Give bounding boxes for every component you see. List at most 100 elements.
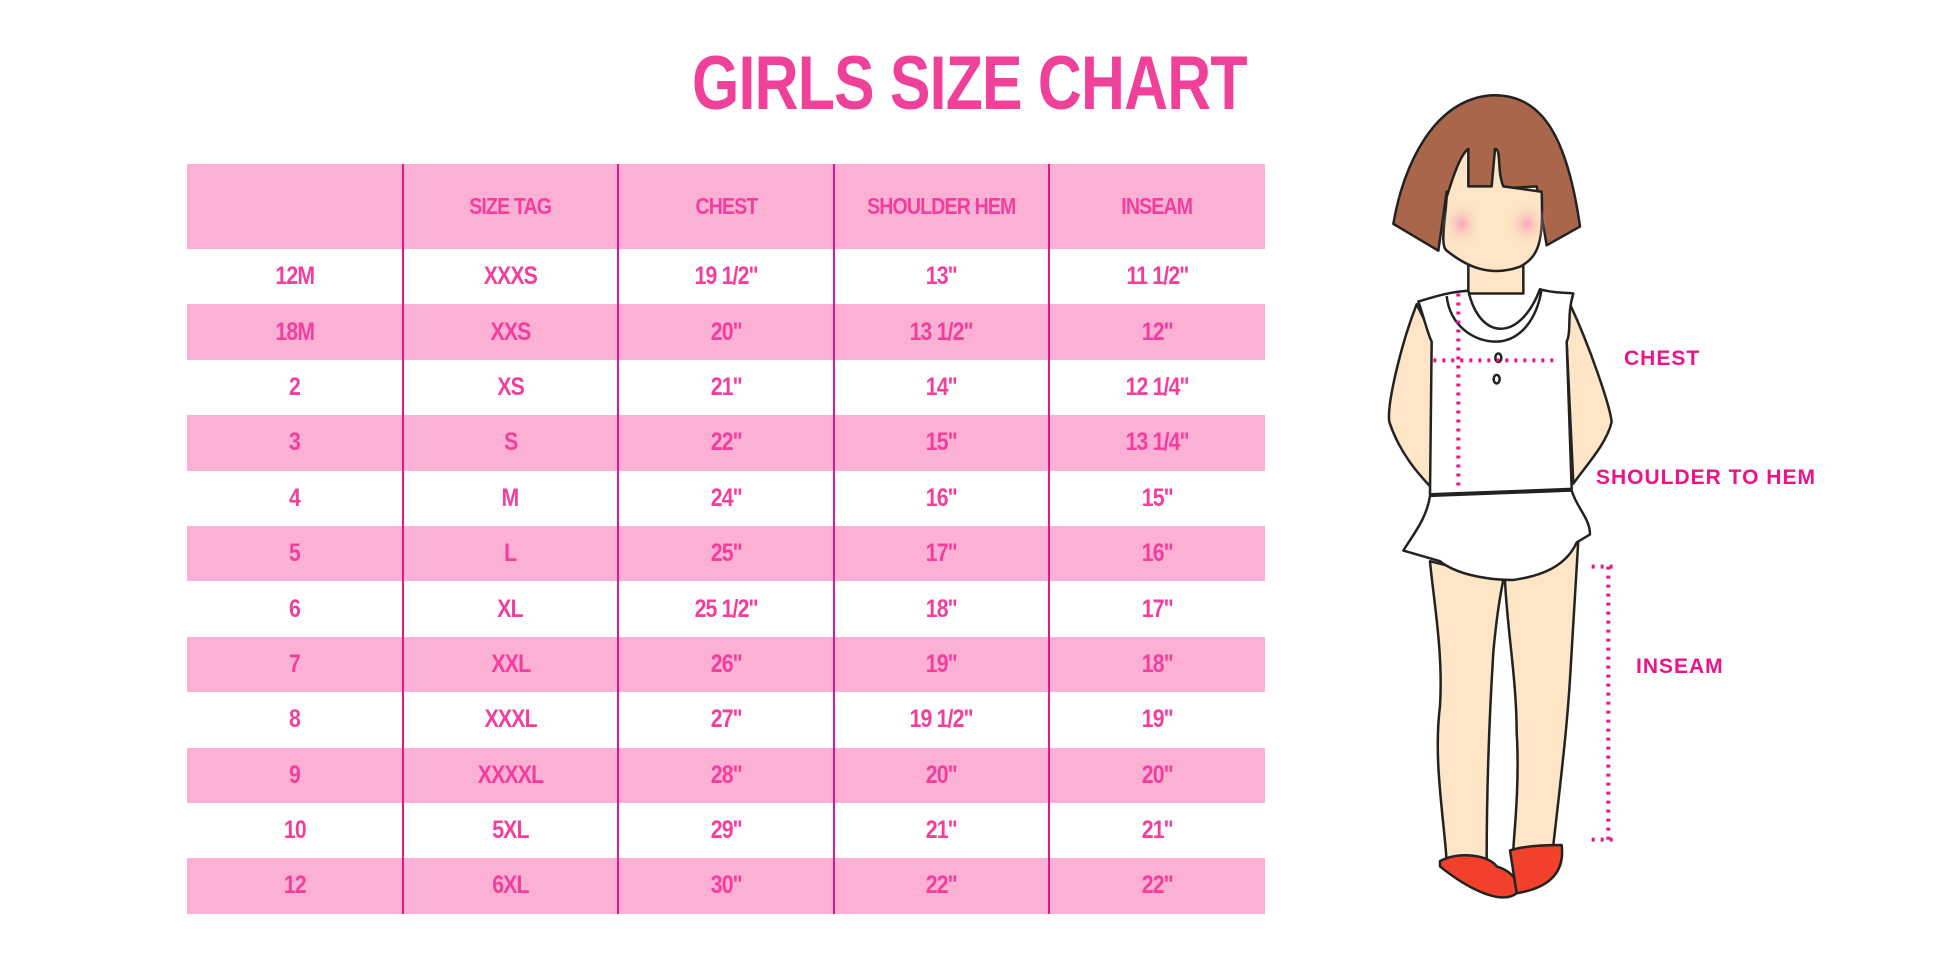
table-cell: 12 1/4" <box>1049 373 1265 402</box>
table-cell: 14" <box>834 373 1050 402</box>
cell-value: 15" <box>925 428 958 457</box>
cell-value: 5XL <box>492 816 529 845</box>
cell-value: 22" <box>710 428 742 457</box>
cell-value: 12 1/4" <box>1125 372 1190 401</box>
table-row: 7 XXL 26" 19" 18" <box>187 636 1265 693</box>
cell-value: 8 <box>289 705 301 734</box>
table-cell: 24" <box>618 484 834 513</box>
cell-value: 19 1/2" <box>694 262 758 291</box>
column-divider <box>832 164 835 914</box>
girl-figure-icon <box>1380 90 1880 920</box>
cell-value: L <box>504 539 517 568</box>
cell-value: 29" <box>710 816 742 845</box>
table-cell: 26" <box>618 650 834 679</box>
table-cell: XXL <box>403 650 619 679</box>
table-cell: 20" <box>834 761 1050 790</box>
table-row: 5 L 25" 17" 16" <box>187 525 1265 582</box>
cell-value: XXXXL <box>477 760 544 789</box>
table-cell: 10 <box>187 816 403 845</box>
cell-value: 24" <box>710 483 742 512</box>
table-cell: 3 <box>187 428 403 457</box>
table-cell: 15" <box>834 428 1050 457</box>
table-cell: 30" <box>618 871 834 900</box>
table-cell: 21" <box>834 816 1050 845</box>
cell-value: 3 <box>289 428 301 457</box>
cell-value: 22" <box>925 871 958 900</box>
table-row: 2 XS 21" 14" 12 1/4" <box>187 360 1265 415</box>
page-title: GIRLS SIZE CHART <box>692 41 1247 126</box>
cell-value: 13 1/4" <box>1125 428 1190 457</box>
cell-value: 21" <box>1141 816 1174 845</box>
header-cell: SIZE TAG <box>403 193 619 220</box>
header-cell: CHEST <box>618 193 834 220</box>
table-cell: 5XL <box>403 816 619 845</box>
cell-value: 6 <box>289 594 301 623</box>
cell-value: 19" <box>1141 705 1174 734</box>
table-cell: 13 1/4" <box>1049 428 1265 457</box>
cell-value: S <box>503 428 518 457</box>
table-cell: XXS <box>403 318 619 347</box>
table-cell: XXXS <box>403 262 619 291</box>
table-cell: 20" <box>1049 761 1265 790</box>
table-cell: L <box>403 539 619 568</box>
table-cell: 6XL <box>403 871 619 900</box>
cell-value: 11 1/2" <box>1126 262 1189 291</box>
table-cell: 9 <box>187 761 403 790</box>
table-cell: 6 <box>187 595 403 624</box>
shoulder-to-hem-label: SHOULDER TO HEM <box>1596 466 1816 489</box>
table-cell: 21" <box>618 373 834 402</box>
cell-value: 10 <box>283 816 307 845</box>
table-cell: 28" <box>618 761 834 790</box>
table-cell: 16" <box>1049 539 1265 568</box>
cell-value: 16" <box>1141 539 1174 568</box>
cell-value: 15" <box>1141 483 1174 512</box>
table-cell: XXXXL <box>403 761 619 790</box>
table-cell: 7 <box>187 650 403 679</box>
table-row: 12M XXXS 19 1/2" 13" 11 1/2" <box>187 249 1265 304</box>
cell-value: 26" <box>710 649 742 678</box>
table-row: 18M XXS 20" 13 1/2" 12" <box>187 304 1265 360</box>
cell-value: 25 1/2" <box>694 594 758 623</box>
header-label: INSEAM <box>1121 193 1194 219</box>
cell-value: 19" <box>925 649 958 678</box>
cell-value: M <box>501 483 520 512</box>
table-cell: 8 <box>187 705 403 734</box>
table-cell: 5 <box>187 539 403 568</box>
table-cell: 18" <box>1049 650 1265 679</box>
table-cell: 22" <box>618 428 834 457</box>
cell-value: 13 1/2" <box>909 317 974 346</box>
cell-value: 7 <box>289 649 301 678</box>
table-cell: 19 1/2" <box>618 262 834 291</box>
table-cell: 25" <box>618 539 834 568</box>
cell-value: 12 <box>283 871 307 900</box>
cell-value: 21" <box>925 816 958 845</box>
table-row: 4 M 24" 16" 15" <box>187 471 1265 526</box>
cell-value: 20" <box>1141 760 1174 789</box>
cell-value: XS <box>497 372 525 401</box>
header-cell <box>187 193 403 220</box>
cell-value: 13" <box>925 262 958 291</box>
table-cell: XS <box>403 373 619 402</box>
table-cell: XL <box>403 595 619 624</box>
cell-value: 16" <box>925 483 958 512</box>
cell-value: XXXL <box>484 705 537 734</box>
cell-value: 18" <box>1141 649 1174 678</box>
header-cell: INSEAM <box>1049 193 1265 220</box>
table-cell: S <box>403 428 619 457</box>
table-row: 10 5XL 29" 21" 21" <box>187 803 1265 858</box>
table-cell: 22" <box>1049 871 1265 900</box>
table-cell: 19 1/2" <box>834 705 1050 734</box>
cell-value: 5 <box>289 539 301 568</box>
cell-value: 2 <box>289 372 301 401</box>
table-cell: 12 <box>187 871 403 900</box>
cell-value: 4 <box>289 483 301 512</box>
cell-value: XXXS <box>483 262 538 291</box>
table-row: 12 6XL 30" 22" 22" <box>187 858 1265 914</box>
table-cell: 25 1/2" <box>618 595 834 624</box>
table-row: 3 S 22" 15" 13 1/4" <box>187 415 1265 471</box>
table-header-row: SIZE TAG CHEST SHOULDER HEM INSEAM <box>187 164 1265 249</box>
table-cell: 19" <box>834 650 1050 679</box>
inseam-label: INSEAM <box>1636 655 1724 678</box>
girl-measurement-illustration <box>1380 90 1880 920</box>
cell-value: 19 1/2" <box>909 705 974 734</box>
